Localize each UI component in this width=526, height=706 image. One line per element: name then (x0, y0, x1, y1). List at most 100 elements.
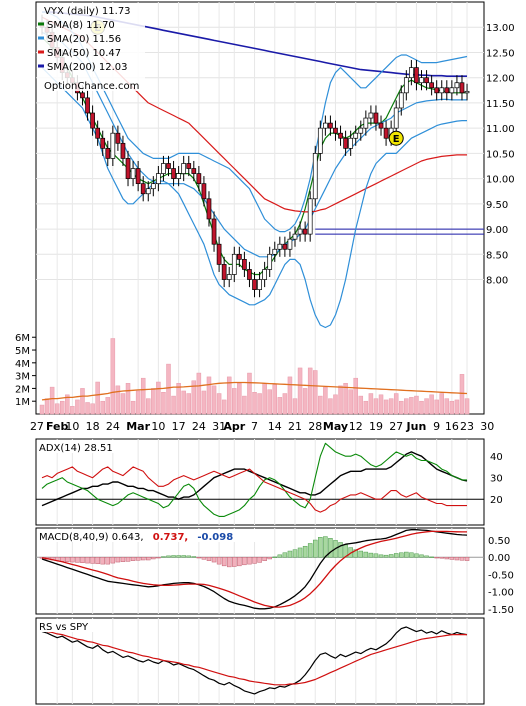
volume-bar (267, 389, 272, 415)
macd-histogram-bar (130, 556, 136, 561)
macd-histogram-bar (267, 556, 272, 560)
volume-bar (302, 388, 308, 415)
macd-histogram-bar (282, 552, 288, 558)
macd-panel-frame (35, 527, 485, 615)
volume-bar (130, 400, 136, 415)
volume-bar (282, 393, 288, 415)
volume-bar (353, 377, 358, 415)
candle-body (424, 77, 429, 84)
macd-histogram-bar (110, 556, 116, 564)
volume-bar (409, 397, 414, 415)
macd-histogram-bar (151, 556, 156, 560)
volume-bar (247, 372, 252, 415)
volume-bar (120, 393, 126, 415)
candle-body (226, 274, 232, 280)
candle-body (135, 168, 141, 185)
candle-body (201, 183, 207, 200)
candle-body (333, 127, 338, 134)
date-tick-label: Feb (46, 420, 69, 433)
volume-bar (348, 389, 353, 415)
volume-bar (125, 383, 131, 415)
candle-body (383, 127, 389, 139)
volume-bar (166, 363, 171, 415)
macd-histogram-bar (312, 539, 318, 558)
candle-body (292, 233, 298, 240)
volume-bar (292, 398, 298, 415)
macd-histogram-value: -0.098 (197, 532, 233, 543)
volume-bar (383, 399, 389, 415)
macd-histogram-bar (186, 555, 191, 558)
rs-title-background (37, 619, 103, 632)
macd-tick-label: 0.50 (488, 536, 510, 547)
macd-histogram-bar (277, 554, 283, 558)
legend-item-label: SMA(50) 10.47 (47, 48, 121, 59)
volume-bar (252, 392, 257, 415)
volume-bar (85, 402, 90, 415)
macd-histogram-bar (70, 556, 75, 563)
price-tick-label: 13.00 (486, 23, 515, 34)
candle-body (90, 112, 95, 129)
candle-body (449, 87, 455, 94)
candle-body (363, 117, 369, 129)
volume-bar (39, 404, 45, 415)
volume-bar (59, 400, 65, 415)
date-tick-label: 9 (433, 420, 440, 433)
price-reference-lines (315, 228, 484, 235)
candle-body (267, 253, 273, 270)
macd-histogram-bar (211, 556, 217, 563)
macd-histogram-bar (206, 556, 212, 561)
candle-body (206, 198, 212, 220)
macd-tick-label: -1.00 (488, 588, 514, 599)
signal-line (41, 530, 467, 608)
candle-body (398, 92, 404, 109)
date-tick-label: 24 (192, 420, 206, 433)
rs-average-line (41, 629, 467, 686)
macd-histogram-bar (409, 552, 414, 558)
macd-histogram-bar (242, 556, 247, 566)
candle-body (110, 132, 116, 159)
macd-signal-value: 0.737, (153, 532, 188, 543)
candle-body (242, 259, 247, 270)
volume-bar (404, 398, 409, 415)
date-tick-label: 10 (151, 420, 165, 433)
candle-body (282, 243, 288, 250)
volume-tick-label: 5M (15, 346, 30, 357)
candle-body (393, 107, 399, 129)
volume-bar (323, 386, 328, 415)
macd-title-line: MACD(8,40,9) 0.643, 0.737, -0.098 (39, 532, 233, 543)
candle-body (231, 253, 237, 275)
macd-histogram-bar (201, 556, 207, 560)
candle-body (373, 112, 379, 124)
volume-bar (307, 367, 313, 415)
date-tick-label: Apr (223, 420, 245, 433)
candle-body (429, 82, 434, 89)
macd-histogram-bar (125, 556, 131, 562)
macd-axis-labels: 0.50 0.00 -0.50 -1.00 -1.50 (488, 536, 514, 616)
volume-bar (151, 388, 156, 415)
macd-histogram-bar (449, 556, 455, 560)
macd-histogram-bar (135, 556, 141, 561)
volume-tick-label: 6M (15, 333, 30, 344)
macd-histogram-bar (156, 556, 161, 559)
volume-bar (464, 398, 470, 415)
volume-bar (399, 400, 404, 415)
candle-body (186, 163, 192, 169)
volume-tick-label: 1M (15, 397, 30, 408)
earnings-marker (388, 130, 404, 146)
date-tick-label: 24 (106, 420, 120, 433)
candle-body (191, 168, 197, 174)
candle-body (302, 228, 308, 235)
candle-body (307, 198, 313, 235)
volume-bars (39, 338, 470, 415)
macd-histogram-bar (292, 549, 298, 558)
date-tick-label: 27 (389, 420, 403, 433)
macd-histogram-bar (75, 556, 80, 563)
volume-bar (49, 386, 55, 415)
price-tick-label: 9.50 (486, 200, 508, 211)
macd-histogram-bar (166, 555, 171, 558)
date-tick-label: 7 (251, 420, 258, 433)
candle-body (287, 238, 293, 250)
date-tick-label: 12 (349, 420, 363, 433)
macd-histogram-bar (65, 556, 70, 562)
candle-body (434, 87, 440, 94)
